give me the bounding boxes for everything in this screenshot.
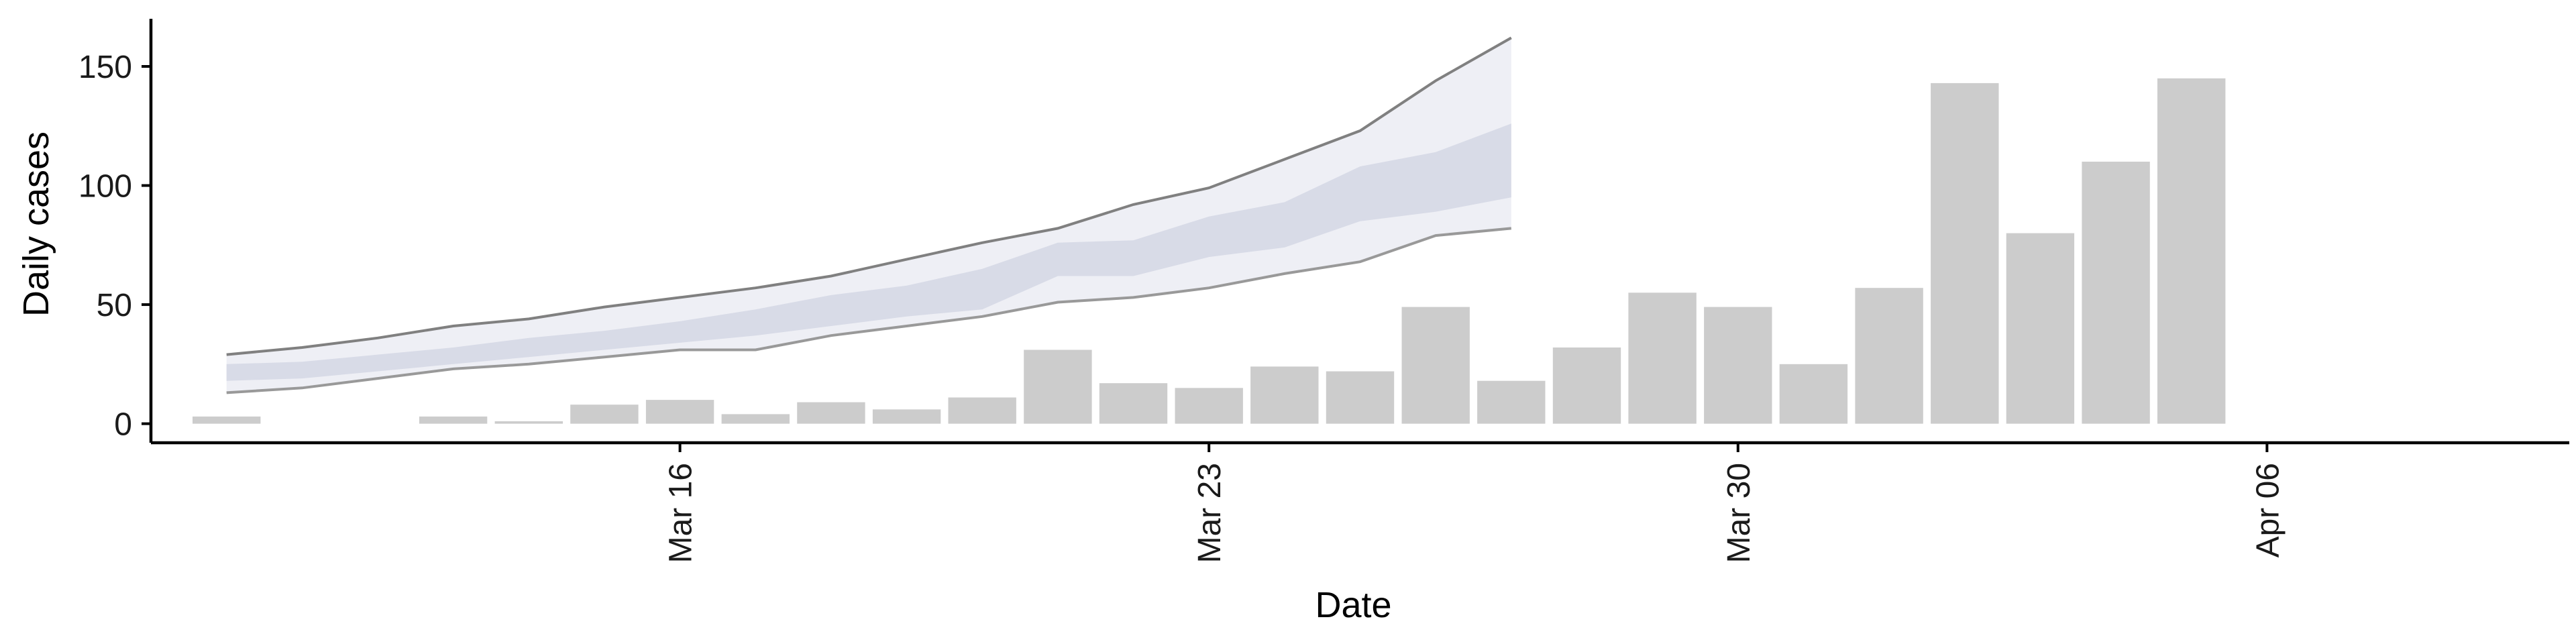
y-ticks: 0 50 100 150 xyxy=(78,50,151,443)
daily-case-bar xyxy=(570,405,639,424)
daily-case-bar xyxy=(494,421,563,424)
x-tick-label: Mar 30 xyxy=(1721,463,1757,563)
axes-layer xyxy=(149,19,2569,445)
daily-case-bar xyxy=(419,416,488,424)
daily-case-bar xyxy=(1175,388,1243,424)
y-tick-label: 100 xyxy=(78,169,132,205)
daily-case-bar xyxy=(872,409,941,424)
lower-bound-line xyxy=(226,227,1511,394)
daily-case-bar xyxy=(2006,233,2075,424)
x-ticks: Mar 16 Mar 23 Mar 30 Apr 06 xyxy=(663,443,2286,563)
y-tick-label: 50 xyxy=(97,288,132,323)
daily-case-bar xyxy=(2082,162,2150,424)
bars-layer xyxy=(193,78,2226,424)
daily-case-bar xyxy=(1250,366,1319,424)
y-tick-label: 0 xyxy=(114,407,132,443)
y-tick-label: 150 xyxy=(78,50,132,85)
daily-case-bar xyxy=(948,397,1016,424)
x-tick-label: Apr 06 xyxy=(2250,463,2286,557)
daily-case-bar xyxy=(1855,288,1923,424)
daily-case-bar xyxy=(1704,307,1772,424)
upper-bound-line xyxy=(226,36,1512,356)
daily-case-bar xyxy=(797,402,865,424)
daily-case-bar xyxy=(1024,350,1092,424)
daily-case-bar xyxy=(721,414,790,424)
y-axis-title: Daily cases xyxy=(16,131,56,317)
daily-case-bar xyxy=(1628,292,1697,424)
daily-case-bar xyxy=(645,400,714,424)
daily-case-bar xyxy=(1779,364,1848,424)
daily-case-bar xyxy=(2157,78,2226,424)
daily-case-bar xyxy=(1552,347,1621,424)
x-tick-label: Mar 16 xyxy=(663,463,699,563)
daily-case-bar xyxy=(1326,371,1395,424)
daily-case-bar xyxy=(1099,383,1168,424)
daily-case-bar xyxy=(193,416,261,424)
daily-case-bar xyxy=(1401,307,1470,424)
daily-case-bar xyxy=(1477,380,1546,424)
x-axis-title: Date xyxy=(1315,585,1391,625)
daily-case-bar xyxy=(1931,83,1999,424)
x-tick-label: Mar 23 xyxy=(1192,463,1228,563)
ribbon-layer xyxy=(226,36,1512,394)
